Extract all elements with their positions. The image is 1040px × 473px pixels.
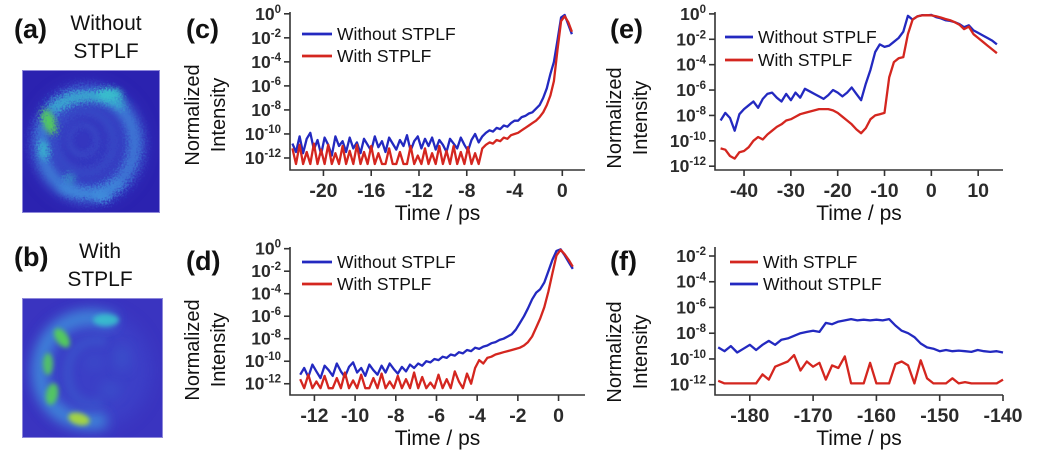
y-tick-label: 10-10 bbox=[670, 349, 706, 369]
y-tick-label: 10-8 bbox=[676, 323, 706, 343]
x-tick-label: -140 bbox=[983, 405, 1022, 427]
x-tick-label: -4 bbox=[506, 180, 523, 202]
x-tick-label: -20 bbox=[824, 180, 852, 202]
speckle-b-ring-group bbox=[32, 310, 131, 430]
y-tick-label: 10-4 bbox=[251, 284, 281, 304]
x-axis-title: Time / ps bbox=[395, 427, 481, 450]
y-tick-label: 10-6 bbox=[251, 76, 281, 96]
y-tick-label: 10-6 bbox=[676, 80, 706, 100]
y-tick-label: 10-10 bbox=[245, 351, 281, 371]
x-tick-label: 0 bbox=[557, 180, 568, 202]
chart-f: 10-2 10-4 10-6 10-8 10-10 10-12 -180 -170 -160 -1… bbox=[670, 246, 1023, 450]
x-tick-label: -8 bbox=[387, 405, 404, 427]
x-tick-label: -2 bbox=[509, 405, 526, 427]
y-tick-label: 10-12 bbox=[670, 156, 706, 176]
x-tick-label: -10 bbox=[341, 405, 369, 427]
panel-title-b-line1: With bbox=[79, 240, 121, 263]
y-tick-label: 100 bbox=[255, 4, 281, 24]
x-tick-label: -30 bbox=[777, 180, 805, 202]
x-axis-title: Time / ps bbox=[395, 202, 481, 225]
x-tick-label: 10 bbox=[967, 180, 989, 202]
y-tick-label: 10-8 bbox=[676, 105, 706, 125]
panel-title-a-line2: STPLF bbox=[73, 40, 139, 63]
speckle-image-without-stplf bbox=[22, 70, 160, 213]
x-tick-label: -180 bbox=[730, 405, 769, 427]
legend-label: With STPLF bbox=[758, 50, 852, 70]
panel-label-e: (e) bbox=[610, 14, 643, 44]
series-line-without_stplf_line bbox=[717, 317, 1004, 354]
y-tick-label: 100 bbox=[680, 4, 706, 24]
y-tick-label: 10-2 bbox=[251, 28, 281, 48]
axes bbox=[714, 247, 1003, 396]
y-tick-label: 10-2 bbox=[251, 261, 281, 281]
x-tick-label: 0 bbox=[553, 405, 564, 427]
series-line-with_stplf_line bbox=[291, 15, 573, 166]
panel-title-b: With STPLF bbox=[46, 238, 154, 294]
panel-title-b-line2: STPLF bbox=[67, 268, 133, 291]
y-tick-label: 10-2 bbox=[676, 29, 706, 49]
y-tick-label: 10-12 bbox=[670, 375, 706, 395]
y-tick-label: 10-10 bbox=[245, 124, 281, 144]
legend-label: Without STPLF bbox=[758, 27, 877, 47]
legend-label: Without STPLF bbox=[337, 24, 456, 44]
y-tick-label: 10-4 bbox=[251, 52, 281, 72]
y-tick-label: 10-8 bbox=[251, 100, 281, 120]
panel-label-c: (c) bbox=[186, 14, 219, 44]
y-tick-label: 10-10 bbox=[670, 131, 706, 151]
y-tick-label: 10-4 bbox=[676, 272, 706, 292]
axes bbox=[289, 247, 585, 396]
speckle-image-with-stplf bbox=[22, 298, 163, 438]
series-line-without_stplf_line bbox=[291, 13, 573, 157]
panel-label-a: (a) bbox=[14, 14, 47, 44]
panel-title-a: Without STPLF bbox=[50, 10, 162, 66]
y-tick-label: 10-4 bbox=[676, 55, 706, 75]
legend-label: With STPLF bbox=[337, 274, 431, 294]
x-tick-label: 0 bbox=[926, 180, 937, 202]
y-tick-label: 100 bbox=[255, 239, 281, 259]
panel-title-a-line1: Without bbox=[70, 12, 142, 35]
panel-label-b: (b) bbox=[14, 242, 49, 272]
y-tick-label: 10-6 bbox=[251, 306, 281, 326]
y-tick-label: 10-12 bbox=[245, 374, 281, 394]
x-axis-title: Time / ps bbox=[816, 427, 902, 450]
x-tick-label: -4 bbox=[469, 405, 486, 427]
x-axis-title: Time / ps bbox=[816, 202, 902, 225]
panel-label-d: (d) bbox=[186, 246, 221, 276]
speckle-a-ring-group bbox=[34, 87, 142, 202]
axes bbox=[289, 12, 585, 171]
chart-c: 100 10-2 10-4 10-6 10-8 10-10 10-12 -20 -16 -12 -8… bbox=[245, 4, 585, 225]
x-tick-label: -16 bbox=[357, 180, 385, 202]
y-tick-label: 10-6 bbox=[676, 297, 706, 317]
y-tick-label: 10-12 bbox=[245, 148, 281, 168]
series-line-with_stplf_line bbox=[720, 14, 998, 160]
legend-label: With STPLF bbox=[337, 46, 431, 66]
y-tick-label: 10-8 bbox=[251, 329, 281, 349]
series-line-with_stplf_line bbox=[717, 353, 1004, 385]
x-tick-label: -170 bbox=[794, 405, 833, 427]
panel-label-f: (f) bbox=[610, 246, 637, 276]
legend-label: Without STPLF bbox=[337, 252, 456, 272]
x-tick-label: -6 bbox=[428, 405, 445, 427]
x-tick-label: -40 bbox=[730, 180, 758, 202]
x-tick-label: -10 bbox=[870, 180, 898, 202]
x-tick-label: -160 bbox=[857, 405, 896, 427]
x-tick-label: -12 bbox=[405, 180, 433, 202]
x-tick-label: -8 bbox=[458, 180, 475, 202]
x-tick-label: -150 bbox=[920, 405, 959, 427]
x-tick-label: -12 bbox=[300, 405, 328, 427]
series-line-with_stplf_line bbox=[299, 248, 574, 390]
x-tick-label: -20 bbox=[309, 180, 337, 202]
y-tick-label: 10-2 bbox=[676, 246, 706, 266]
legend-label: With STPLF bbox=[763, 252, 857, 272]
legend-label: Without STPLF bbox=[763, 274, 882, 294]
